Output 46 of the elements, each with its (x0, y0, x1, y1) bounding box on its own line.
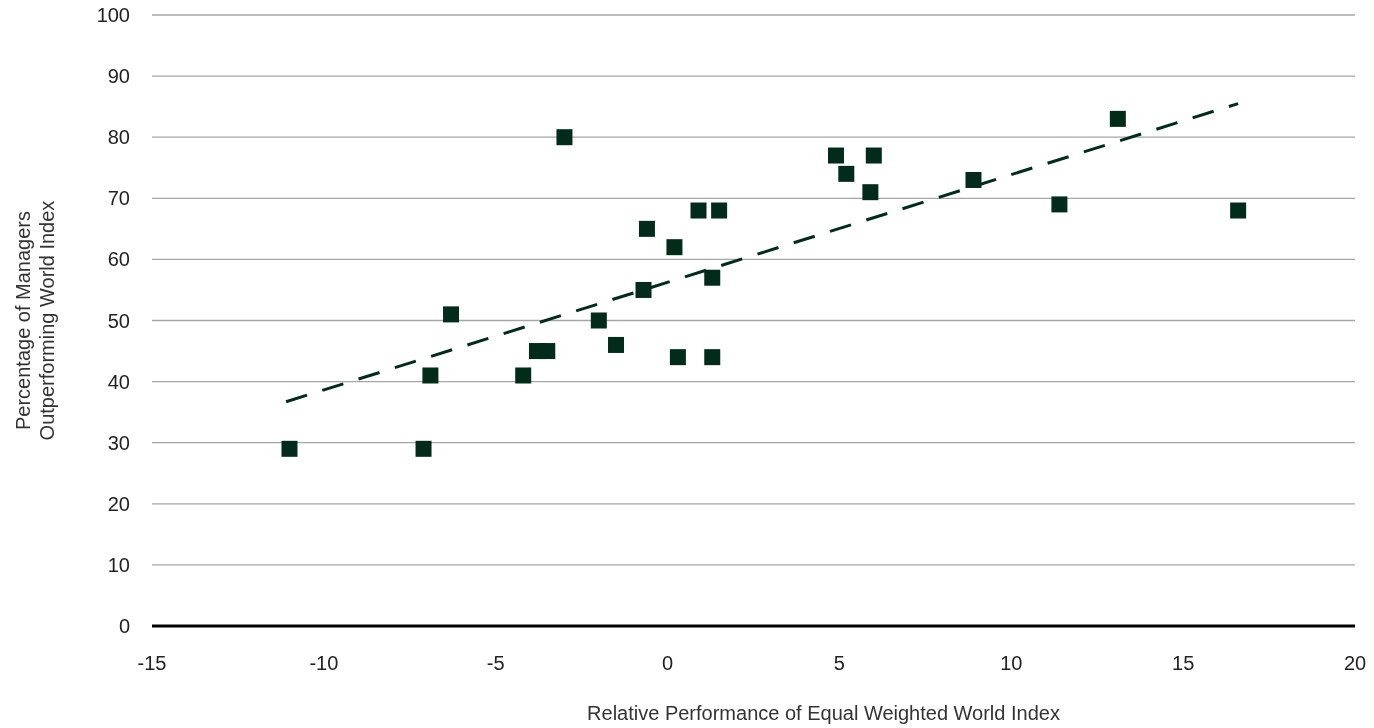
x-axis-title: Relative Performance of Equal Weighted World Index (587, 702, 1060, 724)
y-tick-label: 100 (96, 4, 130, 26)
y-tick-label: 50 (107, 309, 130, 332)
point (608, 336, 625, 353)
x-tick-label: 15 (1172, 652, 1195, 674)
x-tick-label: -5 (486, 652, 505, 674)
x-tick-label: 0 (662, 652, 674, 674)
y-tick-label: 90 (107, 65, 130, 88)
point (415, 440, 432, 457)
x-tick-label: -10 (309, 652, 339, 674)
y-tick-label: 70 (107, 187, 130, 210)
point (669, 349, 686, 366)
point (422, 367, 439, 384)
point (281, 440, 298, 457)
y-tick-label: 30 (107, 431, 130, 454)
point (635, 281, 652, 298)
y-tick-label: 10 (107, 553, 130, 576)
point (704, 269, 721, 286)
y-axis-title: Percentage of Managers Outperforming World Index (12, 200, 58, 441)
x-tick-label: 20 (1343, 652, 1367, 674)
y-tick-label: 80 (107, 126, 130, 149)
y-tick-label: 20 (107, 492, 130, 515)
point (590, 312, 607, 329)
point (539, 343, 556, 360)
point (865, 147, 882, 164)
point (1230, 202, 1247, 219)
point (638, 220, 655, 237)
point (838, 165, 855, 182)
point (1051, 196, 1068, 213)
point (515, 367, 532, 384)
point (666, 239, 683, 256)
point (704, 349, 721, 366)
y-tick-label: 40 (107, 370, 130, 393)
point (711, 202, 728, 219)
x-tick-label: -15 (137, 652, 167, 674)
point (1109, 110, 1126, 127)
point (965, 171, 982, 188)
y-tick-label: 0 (118, 615, 130, 637)
y-tick-label: 60 (107, 248, 130, 271)
x-tick-label: 5 (833, 652, 845, 674)
point (827, 147, 844, 164)
point (556, 129, 573, 146)
x-tick-label: 10 (1000, 652, 1023, 674)
point (443, 306, 460, 323)
point (862, 184, 879, 201)
point (690, 202, 707, 219)
